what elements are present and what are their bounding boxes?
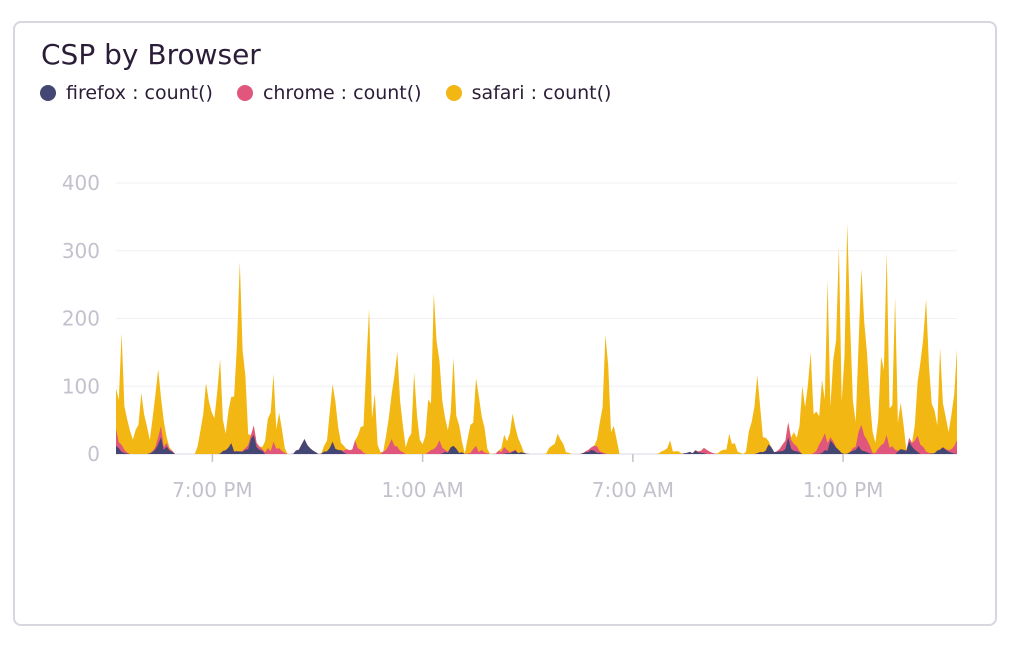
y-tick-label: 200 bbox=[62, 307, 100, 331]
x-tick-label: 1:00 AM bbox=[382, 478, 464, 502]
legend-swatch-chrome bbox=[236, 85, 253, 101]
x-tick-label: 7:00 AM bbox=[592, 478, 674, 502]
legend-label-firefox: firefox : count() bbox=[66, 82, 213, 104]
chart-card bbox=[13, 21, 997, 626]
legend-label-chrome: chrome : count() bbox=[262, 82, 422, 104]
legend-item-firefox[interactable]: firefox : count() bbox=[40, 82, 213, 104]
y-tick-label: 0 bbox=[87, 442, 100, 466]
legend-item-chrome[interactable]: chrome : count() bbox=[236, 82, 422, 104]
area-series-chrome bbox=[116, 422, 957, 454]
legend-label-safari: safari : count() bbox=[471, 82, 612, 104]
x-tick-label: 1:00 PM bbox=[803, 478, 884, 502]
legend-swatch-firefox bbox=[40, 85, 56, 101]
area-series-firefox bbox=[116, 435, 957, 454]
legend-item-safari[interactable]: safari : count() bbox=[445, 82, 612, 104]
y-tick-label: 400 bbox=[62, 171, 100, 195]
chart-legend: firefox : count() chrome : count() safar… bbox=[40, 82, 611, 104]
y-tick-label: 300 bbox=[62, 239, 100, 263]
legend-swatch-safari bbox=[445, 85, 462, 101]
y-tick-label: 100 bbox=[62, 374, 100, 398]
area-series-safari bbox=[116, 223, 957, 454]
chart-title: CSP by Browser bbox=[41, 38, 261, 71]
x-tick-label: 7:00 PM bbox=[172, 478, 253, 502]
